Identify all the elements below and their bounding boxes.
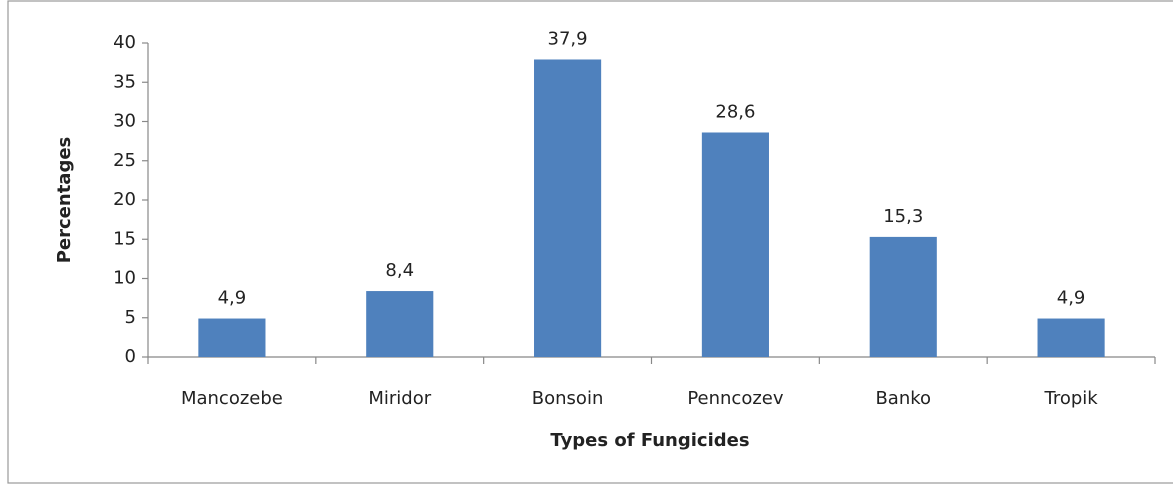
x-axis-title: Types of Fungicides [550, 430, 749, 451]
data-label: 4,9 [1057, 288, 1086, 309]
y-tick-label: 25 [113, 150, 136, 171]
x-tick-label: Penncozev [687, 388, 784, 409]
x-tick-label: Banko [875, 388, 931, 409]
y-tick-label: 10 [113, 268, 136, 289]
data-label: 4,9 [218, 288, 247, 309]
y-tick-label: 40 [113, 32, 136, 53]
bar [198, 318, 266, 357]
bar [701, 132, 769, 357]
y-tick-label: 0 [125, 346, 136, 367]
y-tick-label: 5 [125, 307, 136, 328]
data-label: 15,3 [883, 206, 923, 227]
bar [1037, 318, 1105, 357]
bar [366, 291, 434, 357]
x-tick-label: Bonsoin [532, 388, 604, 409]
y-tick-label: 35 [113, 71, 136, 92]
data-label: 28,6 [715, 101, 755, 122]
x-tick-label: Tropik [1043, 388, 1098, 409]
y-tick-label: 15 [113, 228, 136, 249]
data-label: 37,9 [548, 28, 588, 49]
y-tick-label: 30 [113, 111, 136, 132]
x-tick-label: Mancozebe [181, 388, 283, 409]
data-label: 8,4 [385, 260, 414, 281]
bar [869, 236, 937, 357]
bar [534, 59, 602, 358]
chart-border [7, 0, 1173, 484]
y-tick-label: 20 [113, 189, 136, 210]
y-axis-title: Percentages [54, 137, 75, 264]
x-tick-label: Miridor [368, 388, 431, 409]
